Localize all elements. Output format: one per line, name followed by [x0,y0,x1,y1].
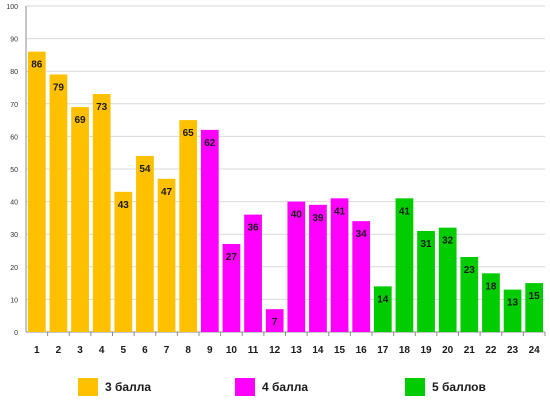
x-tick-label: 9 [207,345,213,356]
y-tick-label: 100 [6,4,18,11]
data-label: 31 [421,239,433,250]
x-tick-label: 5 [121,345,127,356]
x-tick-label: 3 [77,345,83,356]
y-tick-label: 70 [10,102,18,109]
y-tick-label: 20 [10,265,18,272]
bar [460,257,479,332]
x-tick-label: 11 [248,345,259,356]
data-label: 41 [334,206,346,217]
legend-label-4: 4 балла [262,380,309,394]
data-label: 18 [485,281,497,292]
bar [179,120,198,332]
bar [438,227,457,332]
y-tick-label: 30 [10,232,18,239]
bar [482,273,500,332]
bar [222,243,241,332]
y-tick-label: 60 [10,134,18,141]
x-tick-label: 15 [334,345,346,356]
legend: 3 балла 4 балла 5 баллов [0,376,550,398]
x-tick-label: 21 [464,345,476,356]
x-tick-label: 13 [291,345,303,356]
data-label: 54 [139,164,151,175]
bar [27,51,46,332]
legend-label-3: 3 балла [105,380,152,394]
data-label: 41 [399,206,411,217]
legend-swatch-5 [405,378,425,396]
legend-item-5: 5 баллов [405,376,486,398]
bar [373,286,392,332]
x-tick-label: 23 [507,345,519,356]
y-tick-label: 50 [10,167,18,174]
y-tick-label: 0 [14,330,18,337]
bar [287,201,306,332]
x-tick-label: 6 [142,345,148,356]
bar [114,191,133,332]
bar [417,230,435,332]
data-label: 73 [96,102,108,113]
x-tick-label: 1 [34,345,40,356]
bar [525,283,544,332]
x-tick-label: 19 [421,345,433,356]
x-tick-label: 12 [269,345,281,356]
x-tick-label: 4 [99,345,105,356]
bar [49,74,68,333]
data-label: 23 [464,265,476,276]
data-label: 7 [272,317,278,328]
y-tick-label: 10 [10,297,18,304]
bar [352,221,371,332]
x-tick-label: 10 [226,345,238,356]
data-label: 40 [291,210,303,221]
data-label: 47 [161,187,173,198]
bar [395,198,414,332]
data-label: 13 [507,298,519,309]
y-tick-label: 80 [10,69,18,76]
data-label: 43 [118,200,130,211]
bar [265,309,284,332]
data-label: 65 [183,128,195,139]
bar [244,214,262,332]
x-tick-label: 7 [164,345,170,356]
x-tick-label: 17 [377,345,389,356]
data-label: 39 [312,213,324,224]
x-tick-label: 22 [485,345,497,356]
data-label: 32 [442,236,454,247]
bar [71,107,89,332]
bar [200,129,219,332]
legend-item-4: 4 балла [235,376,308,398]
x-tick-label: 16 [356,345,368,356]
x-tick-label: 24 [529,345,541,356]
data-label: 15 [529,291,541,302]
data-label: 14 [377,294,389,305]
x-tick-label: 20 [442,345,454,356]
bar [136,155,154,332]
bar [92,94,111,333]
data-label: 62 [204,138,216,149]
y-tick-label: 40 [10,200,18,207]
x-tick-label: 2 [56,345,62,356]
legend-swatch-3 [78,378,98,396]
bar-chart-plot: 0102030405060708090100861792693734435546… [6,4,546,356]
data-label: 36 [248,223,260,234]
x-tick-label: 18 [399,345,411,356]
legend-item-3: 3 балла [78,376,151,398]
data-label: 34 [356,229,368,240]
legend-swatch-4 [235,378,255,396]
bar [503,289,522,332]
x-tick-label: 14 [312,345,324,356]
x-tick-label: 8 [185,345,191,356]
legend-label-5: 5 баллов [432,380,486,394]
data-label: 86 [31,60,43,71]
bar [309,204,327,332]
bar [157,178,176,332]
y-tick-label: 90 [10,37,18,44]
bar [330,198,349,332]
data-label: 27 [226,252,238,263]
data-label: 79 [53,82,65,93]
data-label: 69 [75,115,87,126]
